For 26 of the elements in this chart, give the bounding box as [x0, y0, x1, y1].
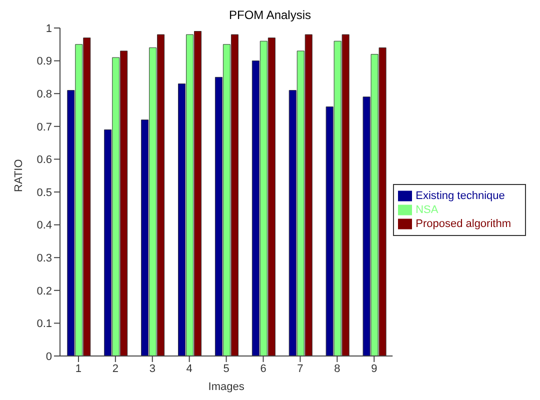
x-tick-label: 2	[112, 362, 118, 375]
x-tick-label: 5	[223, 362, 230, 375]
x-tick-label: 7	[297, 362, 304, 375]
y-tick-label: 0.7	[36, 121, 52, 134]
y-tick-label: 0	[46, 350, 52, 363]
y-axis-title: RATIO	[12, 158, 25, 192]
y-tick-label: 0.1	[36, 318, 52, 330]
y-tick-label: 0.9	[36, 56, 52, 68]
x-tick-label: 8	[334, 362, 340, 375]
legend-label: Existing technique	[416, 190, 505, 202]
legend-label: NSA	[416, 204, 438, 216]
y-tick-label: 0.8	[36, 88, 52, 101]
y-tick-label: 0.6	[36, 154, 52, 166]
y-tick-label: 0.2	[36, 285, 52, 298]
y-tick-label: 1	[46, 22, 52, 35]
x-tick-label: 9	[371, 362, 378, 375]
x-tick-label: 6	[260, 362, 266, 375]
x-tick-label: 3	[149, 362, 156, 375]
x-tick-label: 1	[75, 362, 82, 375]
chart-title: PFOM Analysis	[228, 8, 312, 24]
x-tick-label: 4	[186, 362, 192, 375]
legend-label: Proposed algorithm	[416, 218, 511, 230]
y-tick-label: 0.5	[36, 186, 52, 199]
y-tick-label: 0.4	[36, 220, 52, 232]
y-tick-label: 0.3	[36, 252, 52, 265]
x-axis-title: Images	[208, 381, 245, 393]
